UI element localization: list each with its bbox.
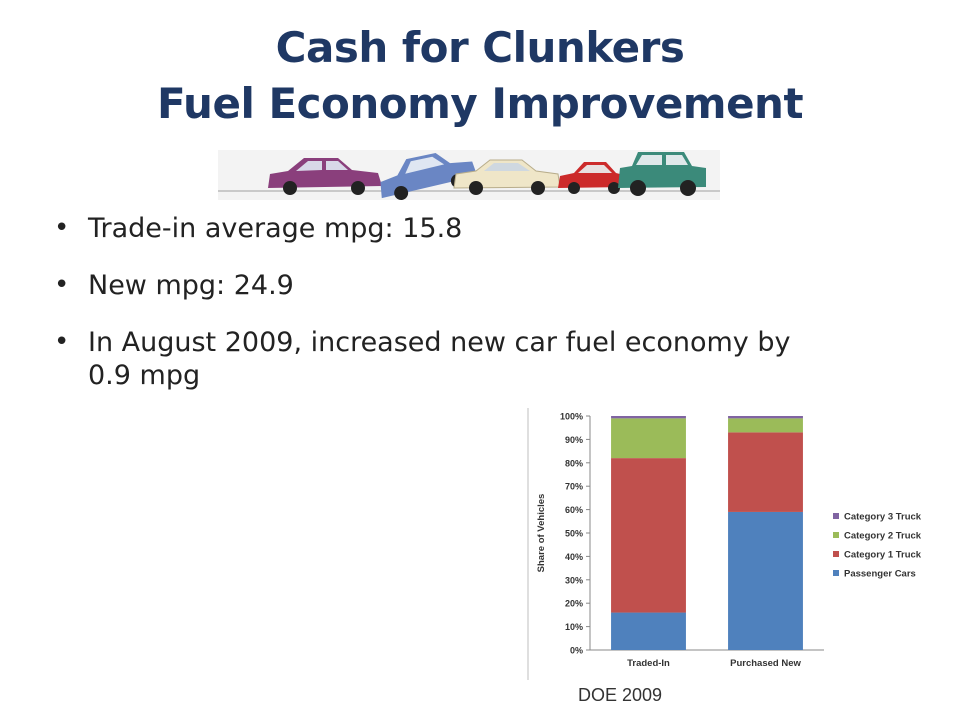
x-tick-label: Traded-In (627, 658, 670, 669)
y-tick-label: 20% (565, 599, 583, 609)
bar-segment-passenger-cars (611, 612, 686, 650)
cars-crash-illustration (218, 150, 720, 200)
y-tick-label: 40% (565, 552, 583, 562)
legend-swatch (833, 513, 839, 519)
y-tick-label: 10% (565, 622, 583, 632)
x-tick-label: Purchased New (730, 658, 801, 669)
y-tick-label: 60% (565, 505, 583, 515)
slide-title: Cash for Clunkers Fuel Economy Improveme… (0, 20, 960, 132)
purple-car-icon (268, 158, 382, 195)
bar-segment-category-2-truck (611, 418, 686, 459)
bar-segment-category-1-truck (611, 458, 686, 613)
legend-label: Passenger Cars (844, 569, 916, 580)
y-tick-label: 50% (565, 529, 583, 539)
bar-segment-passenger-cars (728, 511, 803, 650)
legend-swatch (833, 570, 839, 576)
bar-segment-category-3-truck (611, 416, 686, 419)
y-tick-label: 30% (565, 575, 583, 585)
legend-swatch (833, 532, 839, 538)
cream-car-icon (453, 159, 561, 195)
slide-title-line1: Cash for Clunkers (275, 23, 685, 72)
y-tick-label: 100% (560, 412, 583, 422)
y-tick-label: 0% (570, 646, 583, 656)
bullet-item: In August 2009, increased new car fuel e… (52, 326, 812, 392)
bar-segment-category-2-truck (728, 418, 803, 433)
source-label: DOE 2009 (577, 685, 663, 705)
legend-swatch (833, 551, 839, 557)
bar-segment-category-1-truck (728, 432, 803, 512)
bullet-item: Trade-in average mpg: 15.8 (52, 212, 812, 245)
chart-container: 0% 10% 20% 30% 40% 50% 60% 70% 80% 90% 100% Share o… (527, 408, 960, 680)
bar-segment-category-3-truck (728, 416, 803, 419)
y-tick-label: 70% (565, 482, 583, 492)
red-car-icon (558, 162, 628, 194)
legend-label: Category 2 Truck (844, 531, 922, 542)
bullet-list: Trade-in average mpg: 15.8 New mpg: 24.9… (52, 212, 812, 416)
bullet-item: New mpg: 24.9 (52, 269, 812, 302)
legend-label: Category 3 Truck (844, 512, 922, 523)
slide-title-line2: Fuel Economy Improvement (156, 79, 804, 128)
green-suv-icon (618, 152, 706, 196)
stacked-bar-chart: 0% 10% 20% 30% 40% 50% 60% 70% 80% 90% 100% Share o… (527, 408, 922, 680)
legend-label: Category 1 Truck (844, 550, 922, 561)
y-tick-label: 90% (565, 435, 583, 445)
y-tick-label: 80% (565, 458, 583, 468)
y-axis-label: Share of Vehicles (536, 494, 547, 573)
